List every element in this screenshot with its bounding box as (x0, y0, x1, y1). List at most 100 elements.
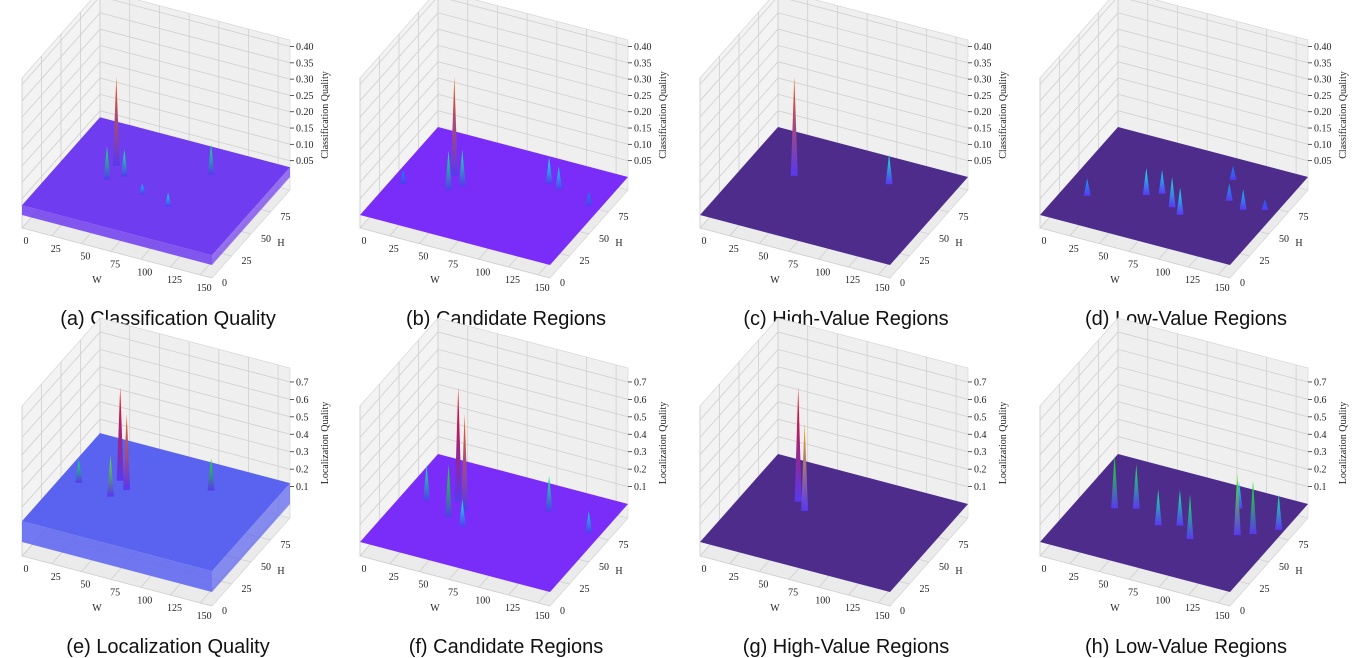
z-axis-label: Localization Quality (658, 402, 669, 484)
y-axis-label: H (955, 238, 962, 249)
y-axis-label: H (955, 566, 962, 577)
x-tick-label: 150 (1215, 611, 1230, 622)
z-tick-label: 0.25 (1314, 91, 1332, 102)
z-tick-label: 0.30 (296, 75, 314, 86)
x-tick-label: 50 (418, 580, 428, 591)
y-tick-label: 25 (920, 256, 930, 267)
z-tick-label: 0.05 (1314, 156, 1332, 167)
y-tick-label: 25 (242, 256, 252, 267)
z-axis-label: Classification Quality (320, 71, 331, 159)
x-tick-label: 25 (729, 572, 739, 583)
x-tick-label: 125 (505, 603, 520, 614)
x-tick-label: 100 (1155, 267, 1170, 278)
z-tick-label: 0.2 (974, 465, 987, 476)
y-tick-label: 50 (1279, 234, 1289, 245)
z-tick-label: 0.2 (296, 465, 309, 476)
y-tick-label: 50 (599, 234, 609, 245)
x-tick-label: 0 (702, 564, 707, 575)
x-tick-label: 125 (1185, 275, 1200, 286)
z-axis-label: Classification Quality (998, 71, 1009, 159)
z-tick-label: 0.1 (974, 482, 987, 493)
x-tick-label: 100 (475, 595, 490, 606)
y-tick-label: 75 (1299, 212, 1309, 223)
panel: 025507510012515002550750.050.100.150.200… (22, 0, 331, 294)
y-tick-label: 75 (619, 540, 629, 551)
x-tick-label: 100 (815, 267, 830, 278)
y-axis-label: H (1295, 238, 1302, 249)
x-tick-label: 50 (1098, 252, 1108, 263)
z-tick-label: 0.35 (974, 58, 992, 69)
y-tick-label: 50 (599, 562, 609, 573)
panel: 025507510012515002550750.10.20.30.40.50.… (360, 318, 669, 622)
x-tick-label: 50 (80, 252, 90, 263)
x-axis-label: W (770, 275, 780, 286)
x-tick-label: 0 (362, 564, 367, 575)
y-tick-label: 25 (580, 256, 590, 267)
x-tick-label: 0 (1042, 564, 1047, 575)
z-tick-label: 0.6 (974, 395, 987, 406)
x-tick-label: 25 (1069, 244, 1079, 255)
y-tick-label: 0 (560, 606, 565, 617)
x-tick-label: 100 (1155, 595, 1170, 606)
y-tick-label: 25 (580, 584, 590, 595)
z-tick-label: 0.10 (634, 140, 652, 151)
x-tick-label: 0 (24, 564, 29, 575)
x-tick-label: 0 (24, 236, 29, 247)
z-tick-label: 0.4 (1314, 430, 1327, 441)
x-tick-label: 50 (418, 252, 428, 263)
z-tick-label: 0.35 (296, 58, 314, 69)
z-tick-label: 0.3 (296, 447, 309, 458)
z-tick-label: 0.20 (634, 107, 652, 118)
z-tick-label: 0.20 (974, 107, 992, 118)
x-tick-label: 100 (137, 267, 152, 278)
x-tick-label: 25 (51, 244, 61, 255)
z-tick-label: 0.40 (296, 42, 314, 53)
z-tick-label: 0.40 (1314, 42, 1332, 53)
z-tick-label: 0.6 (296, 395, 309, 406)
z-tick-label: 0.7 (634, 377, 647, 388)
panel: 025507510012515002550750.050.100.150.200… (1040, 0, 1349, 294)
x-tick-label: 125 (845, 275, 860, 286)
x-tick-label: 0 (362, 236, 367, 247)
z-tick-label: 0.25 (634, 91, 652, 102)
x-tick-label: 100 (475, 267, 490, 278)
x-axis-label: W (1110, 275, 1120, 286)
z-tick-label: 0.20 (1314, 107, 1332, 118)
x-tick-label: 50 (80, 580, 90, 591)
z-axis-label: Classification Quality (658, 71, 669, 159)
y-tick-label: 75 (959, 540, 969, 551)
x-tick-label: 75 (788, 587, 798, 598)
z-tick-label: 0.4 (296, 430, 309, 441)
z-axis-label: Classification Quality (1338, 71, 1349, 159)
z-tick-label: 0.25 (296, 91, 314, 102)
page: {"chart_data": [ {"type": "surface", "ca… (0, 0, 1359, 658)
x-axis-label: W (92, 603, 102, 614)
z-tick-label: 0.40 (634, 42, 652, 53)
y-tick-label: 25 (1260, 256, 1270, 267)
x-axis-label: W (430, 275, 440, 286)
y-tick-label: 75 (619, 212, 629, 223)
z-tick-label: 0.7 (296, 377, 309, 388)
x-tick-label: 25 (389, 244, 399, 255)
y-tick-label: 0 (1240, 606, 1245, 617)
x-tick-label: 50 (758, 580, 768, 591)
x-tick-label: 25 (51, 572, 61, 583)
z-tick-label: 0.2 (1314, 465, 1327, 476)
z-tick-label: 0.15 (974, 124, 992, 135)
z-tick-label: 0.1 (1314, 482, 1327, 493)
z-tick-label: 0.7 (974, 377, 987, 388)
x-tick-label: 125 (167, 275, 182, 286)
x-tick-label: 75 (110, 587, 120, 598)
z-tick-label: 0.15 (296, 124, 314, 135)
z-tick-label: 0.05 (974, 156, 992, 167)
x-tick-label: 100 (815, 595, 830, 606)
x-tick-label: 75 (448, 587, 458, 598)
z-tick-label: 0.25 (974, 91, 992, 102)
z-tick-label: 0.1 (296, 482, 309, 493)
x-tick-label: 125 (505, 275, 520, 286)
y-tick-label: 25 (920, 584, 930, 595)
z-tick-label: 0.15 (1314, 124, 1332, 135)
z-tick-label: 0.4 (634, 430, 647, 441)
z-tick-label: 0.5 (296, 412, 309, 423)
x-tick-label: 50 (1098, 580, 1108, 591)
